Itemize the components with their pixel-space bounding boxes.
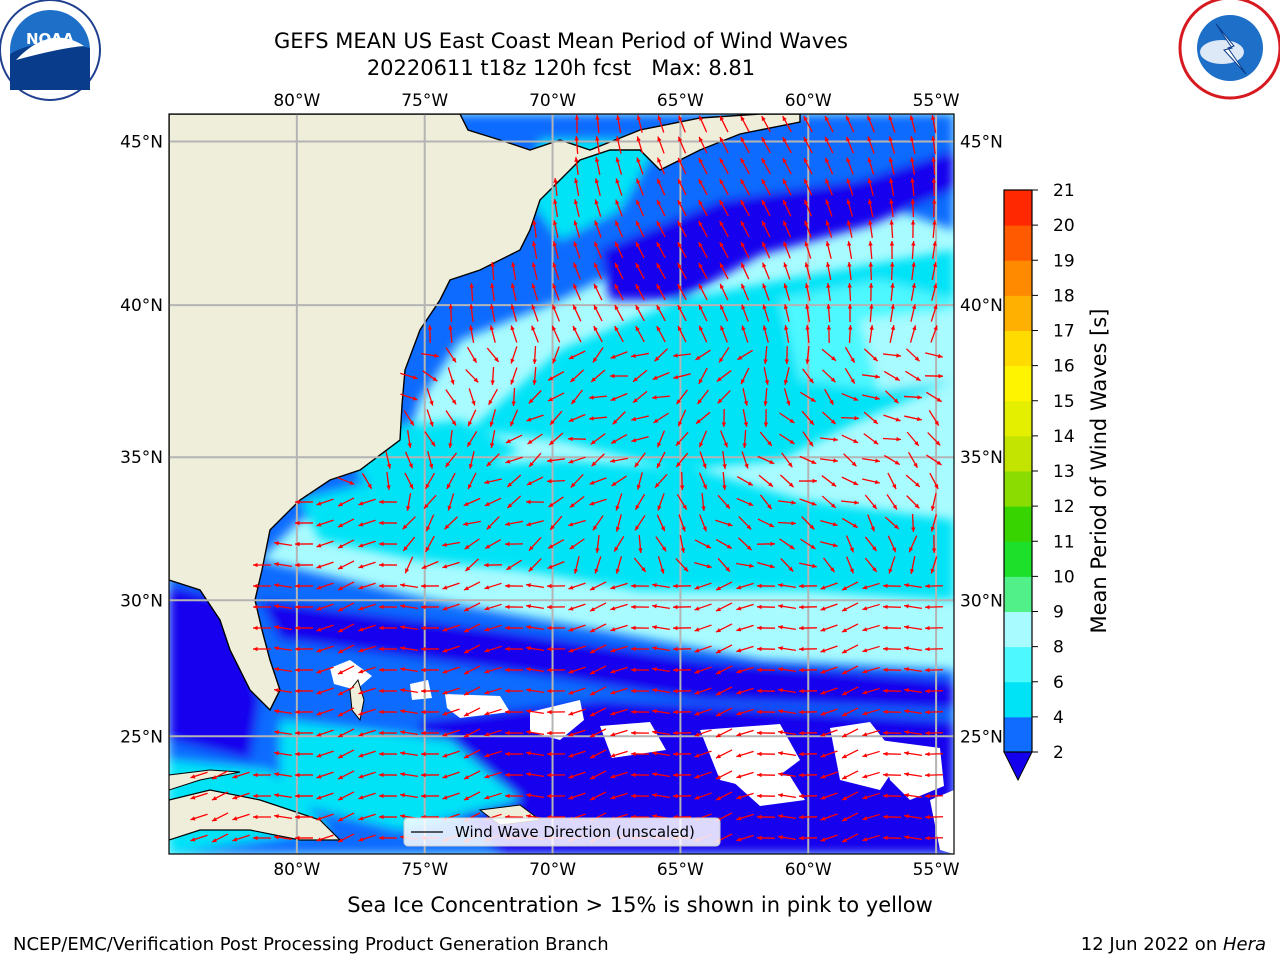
lon-tick-label-bottom: 65°W	[657, 860, 704, 880]
colorbar-swatch	[1004, 295, 1032, 331]
noaa-logo-icon: NOAA	[0, 0, 100, 100]
credit-line: NCEP/EMC/Verification Post Processing Pr…	[13, 934, 609, 955]
colorbar-swatch	[1004, 506, 1032, 542]
lat-tick-label-left: 35°N	[120, 448, 163, 468]
lat-tick-label-right: 30°N	[960, 591, 1003, 611]
lon-tick-label-bottom: 75°W	[401, 860, 448, 880]
sea-ice-note: Sea Ice Concentration > 15% is shown in …	[347, 893, 933, 917]
colorbar-tick-label: 4	[1053, 708, 1064, 728]
lon-tick-label-bottom: 55°W	[913, 860, 960, 880]
colorbar-label: Mean Period of Wind Waves [s]	[1087, 309, 1111, 634]
machine-name: Hera	[1223, 934, 1266, 955]
colorbar-tick-label: 21	[1053, 181, 1075, 201]
lat-tick-label-right: 25°N	[960, 727, 1003, 747]
noaa-logo-text: NOAA	[26, 30, 75, 48]
colorbar-tick-label: 17	[1053, 322, 1075, 342]
lon-tick-label-top: 75°W	[401, 91, 448, 111]
colorbar-tick-label: 2	[1053, 743, 1064, 763]
colorbar-swatch	[1004, 576, 1032, 612]
lon-tick-label-top: 60°W	[785, 91, 832, 111]
run-date-text: 12 Jun 2022 on	[1081, 934, 1223, 955]
lat-tick-label-left: 40°N	[120, 296, 163, 316]
lat-tick-label-left: 30°N	[120, 591, 163, 611]
lon-tick-label-top: 65°W	[657, 91, 704, 111]
colorbar-tick-label: 15	[1053, 392, 1075, 412]
colorbar-swatch	[1004, 401, 1032, 437]
colorbar-tick-label: 19	[1053, 251, 1075, 271]
colorbar-swatch	[1004, 331, 1032, 367]
colorbar-extend-min	[1004, 752, 1032, 780]
map-legend: Wind Wave Direction (unscaled)	[404, 818, 720, 846]
lon-tick-label-bottom: 60°W	[785, 860, 832, 880]
chart-title: GEFS MEAN US East Coast Mean Period of W…	[274, 29, 848, 53]
colorbar-tick-label: 10	[1053, 567, 1075, 587]
colorbar-swatch	[1004, 717, 1032, 753]
colorbar-tick-label: 14	[1053, 427, 1075, 447]
colorbar-tick-label: 16	[1053, 357, 1075, 377]
colorbar-tick-label: 18	[1053, 286, 1075, 306]
colorbar-swatch	[1004, 612, 1032, 648]
lat-tick-label-left: 45°N	[120, 132, 163, 152]
lon-tick-label-top: 70°W	[529, 91, 576, 111]
colorbar-tick-label: 20	[1053, 216, 1075, 236]
colorbar-swatch	[1004, 647, 1032, 683]
lon-tick-label-top: 55°W	[913, 91, 960, 111]
colorbar-swatch	[1004, 436, 1032, 472]
colorbar-swatch	[1004, 682, 1032, 718]
lon-tick-label-top: 80°W	[273, 91, 320, 111]
legend-label: Wind Wave Direction (unscaled)	[455, 823, 695, 841]
lat-tick-label-right: 40°N	[960, 296, 1003, 316]
lon-tick-label-bottom: 70°W	[529, 860, 576, 880]
colorbar-swatch	[1004, 471, 1032, 507]
lon-tick-label-bottom: 80°W	[273, 860, 320, 880]
colorbar-tick-label: 6	[1053, 673, 1064, 693]
lat-tick-label-right: 35°N	[960, 448, 1003, 468]
colorbar-swatch	[1004, 541, 1032, 577]
run-date: 12 Jun 2022 on Hera	[1081, 934, 1266, 955]
colorbar-swatch	[1004, 225, 1032, 261]
colorbar-tick-label: 12	[1053, 497, 1075, 517]
colorbar-tick-label: 9	[1053, 603, 1064, 623]
chart-subtitle: 20220611 t18z 120h fcst Max: 8.81	[367, 56, 755, 80]
map-area	[169, 114, 954, 854]
colorbar-swatch	[1004, 366, 1032, 402]
nws-logo-icon	[1180, 0, 1280, 98]
colorbar-swatch	[1004, 260, 1032, 296]
colorbar-tick-label: 11	[1053, 532, 1075, 552]
colorbar-swatch	[1004, 190, 1032, 226]
lat-tick-label-right: 45°N	[960, 132, 1003, 152]
colorbar-tick-label: 8	[1053, 638, 1064, 658]
colorbar: 2 4 6 8 9 10 11 12 13 14 15 16 17 18 19 20 21	[1004, 181, 1075, 780]
colorbar-tick-label: 13	[1053, 462, 1075, 482]
lat-tick-label-left: 25°N	[120, 727, 163, 747]
